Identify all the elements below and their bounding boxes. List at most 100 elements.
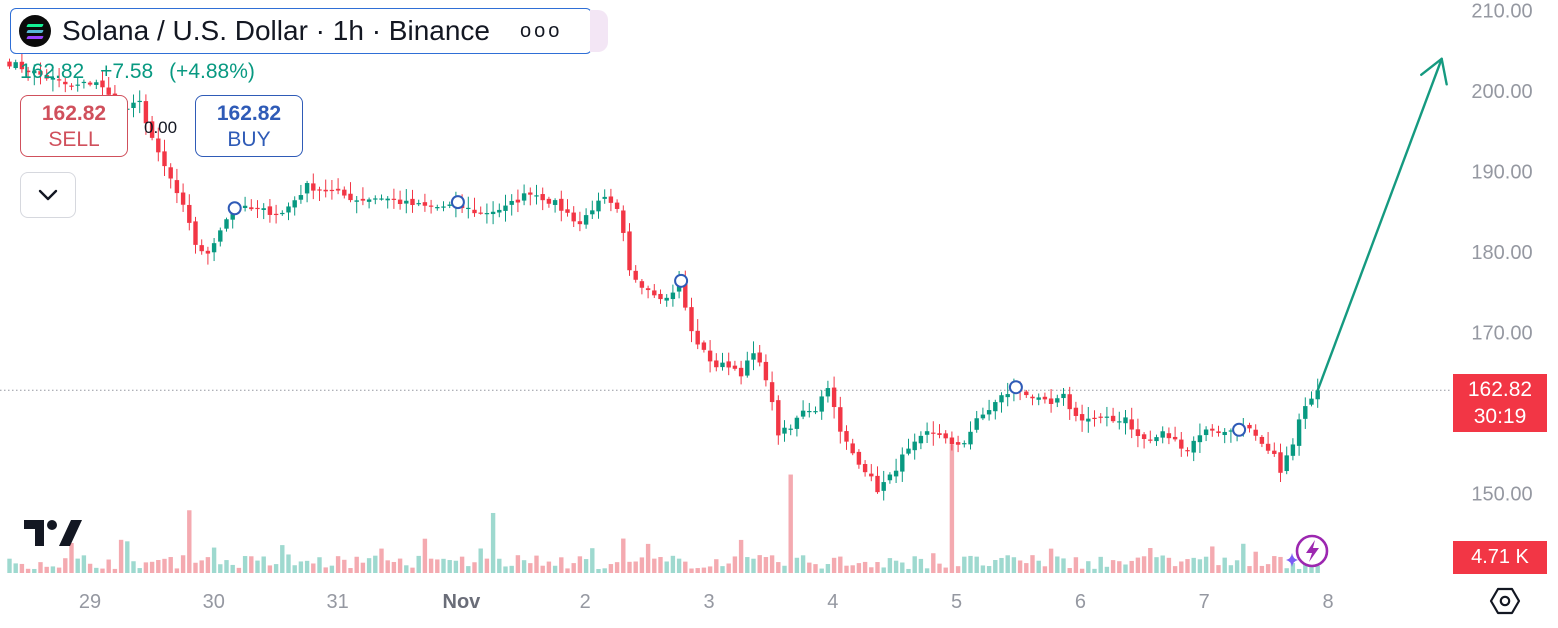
candle-body [918,435,924,444]
symbol-header[interactable]: Solana / U.S. Dollar · 1h · Binance ooo [10,8,592,54]
volume-bar [844,565,849,573]
candle-body [726,361,731,368]
volume-bar [962,556,967,573]
volume-bar [1055,556,1060,573]
volume-bar [1123,564,1128,573]
volume-bar [912,556,917,573]
volume-bar [1185,559,1190,573]
volume-bar [1141,556,1147,573]
candle-body [174,180,180,194]
volume-bar [540,565,545,573]
candle-body [1185,450,1190,452]
candle-body [193,221,198,245]
volume-bar [906,568,911,573]
volume-bar [354,556,359,573]
candle-body [614,202,620,209]
candle-body [1272,450,1277,454]
volume-bar [1061,558,1066,573]
candle-body [1290,444,1296,456]
volume-bar [900,562,905,573]
volume-bar [348,568,353,573]
volume-bar [25,568,31,573]
header-accent [590,10,608,52]
volume-tag: 4.71 K [1453,541,1547,574]
candle-body [1117,421,1122,423]
candle-body [218,230,223,242]
bar-countdown: 30:19 [1473,405,1527,428]
volume-bar [69,542,74,573]
volume-bar [1148,548,1153,573]
candle-body [862,464,868,473]
volume-bar [1272,556,1277,573]
volume-bar [1179,561,1184,573]
volume-bar [459,556,465,573]
candle-body [627,231,632,271]
volume-bar [1247,566,1252,573]
volume-bar [769,555,775,573]
volume-bar [1166,557,1172,573]
volume-bar [639,557,645,573]
volume-bar [986,566,992,573]
candle-body [608,196,614,203]
volume-bar [627,561,632,573]
volume-bar [236,567,242,573]
volume-bar [1191,557,1196,573]
x-tick-label: 6 [1075,591,1086,613]
candle-body [745,360,750,376]
candle-body [56,79,62,81]
candle-body [670,292,676,300]
candle-body [25,70,31,73]
candle-body [249,207,254,210]
more-options-icon[interactable]: ooo [519,19,563,42]
volume-bar [63,558,68,573]
candle-body [999,395,1004,403]
volume-bar [831,557,837,573]
price-change-percent: (+4.88%) [169,60,255,83]
volume-bar [56,567,62,573]
volume-bar [360,562,366,573]
collapse-button[interactable] [20,172,76,218]
volume-bar [118,539,124,573]
chevron-down-icon [38,189,58,201]
tradingview-logo-icon[interactable] [24,518,84,548]
volume-bar [255,560,260,573]
spread-value: 0.00 [144,118,178,137]
candle-body [1228,430,1234,432]
volume-bar [893,560,899,573]
candle-body [484,213,490,215]
candle-body [782,427,787,434]
candlesticks [7,50,1320,501]
buy-button[interactable]: 162.82 BUY [195,95,303,157]
candle-body [701,342,707,350]
candle-body [521,193,527,201]
candle-body [534,195,539,197]
volume-bar [577,556,583,573]
candle-body [1315,390,1320,400]
candle-body [410,198,415,206]
candle-body [447,204,452,206]
sell-button[interactable]: 162.82 SELL [20,95,128,157]
candle-body [1110,415,1116,422]
volume-bar [174,568,180,573]
volume-bar [838,556,843,573]
candle-body [683,279,688,308]
candle-body [1303,406,1308,419]
candle-body [838,407,843,432]
volume-bar [447,560,452,573]
volume-bar [106,559,111,573]
volume-bar [1104,566,1110,573]
volume-bar [1005,555,1010,573]
candle-body [416,203,421,205]
volume-bar [1017,560,1023,573]
projection-arrow-head [1440,57,1448,86]
settings-icon[interactable] [1489,586,1521,616]
candle-body [255,207,260,210]
candle-body [689,307,694,332]
projection-arrow-head [1420,57,1443,76]
volume-bar [137,568,142,573]
lightning-ai-icon[interactable] [1283,531,1331,575]
candle-body [1166,433,1172,439]
volume-bar [323,567,328,573]
volume-bar [869,567,874,573]
